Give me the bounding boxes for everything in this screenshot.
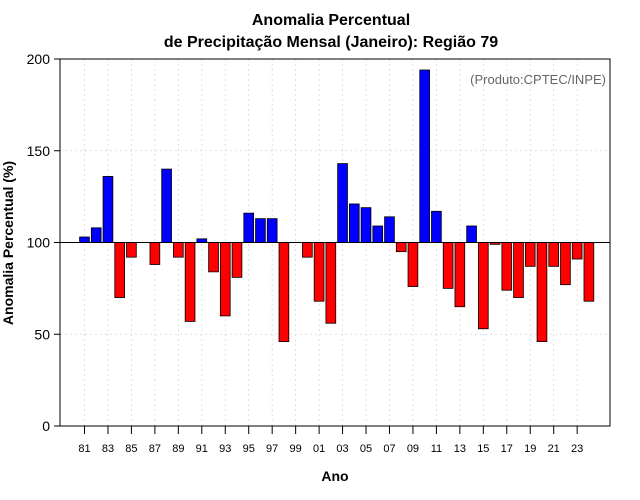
bar-2011 [431, 210, 442, 243]
bar-2024 [583, 242, 595, 302]
bar-2000 [302, 242, 313, 258]
x-axis: 81 83 85 87 89 91 93 95 97 99 01 03 05 07 09 11 13 15 17 19… [78, 426, 583, 455]
x-tick-label: 83 [102, 443, 114, 455]
bar-1996 [255, 218, 266, 243]
y-tick-label: 100 [27, 235, 51, 251]
bar-2002 [325, 242, 337, 324]
bar-1982 [90, 227, 102, 243]
x-tick-label: 89 [172, 443, 184, 455]
bar-1988 [161, 168, 172, 243]
bar-2012 [442, 242, 454, 289]
x-tick-label: 97 [266, 443, 278, 455]
bar-2005 [360, 207, 372, 243]
x-tick-label: 07 [383, 443, 395, 455]
bar-2003 [337, 163, 348, 243]
x-tick-label: 01 [313, 443, 325, 455]
x-tick-label: 13 [454, 443, 466, 455]
bar-1987 [149, 242, 161, 265]
x-tick-label: 19 [524, 443, 536, 455]
bar-2008 [395, 242, 407, 253]
x-tick-label: 95 [243, 443, 255, 455]
bar-1994 [231, 242, 243, 278]
y-tick-label: 50 [34, 326, 50, 342]
bar-1992 [208, 242, 219, 273]
bar-1983 [102, 176, 114, 243]
x-axis-label: Ano [321, 468, 348, 484]
y-tick-label: 200 [27, 51, 51, 67]
bar-1995 [243, 212, 255, 243]
bar-2007 [384, 216, 395, 243]
x-tick-label: 11 [431, 443, 442, 455]
x-tick-label: 99 [290, 443, 302, 455]
bar-1991 [196, 238, 208, 243]
x-tick-label: 03 [336, 443, 348, 455]
x-tick-label: 09 [407, 443, 419, 455]
bar-1985 [126, 242, 137, 258]
x-tick-label: 15 [477, 443, 489, 455]
x-tick-label: 85 [125, 443, 137, 455]
bar-2014 [466, 225, 477, 243]
bar-1981 [79, 236, 90, 243]
x-tick-label: 93 [219, 443, 231, 455]
bar-2009 [407, 242, 419, 287]
grid [60, 59, 610, 426]
x-tick-label: 05 [360, 443, 372, 455]
bar-2019 [524, 242, 536, 267]
bar-1993 [219, 242, 231, 317]
x-tick-label: 21 [548, 443, 560, 455]
y-tick-label: 0 [42, 418, 50, 434]
bar-1989 [173, 242, 184, 258]
bar-2022 [560, 242, 571, 286]
bar-2021 [548, 242, 559, 267]
bar-1984 [114, 242, 125, 298]
source-label: (Produto:CPTEC/INPE) [470, 72, 606, 87]
bar-2010 [419, 69, 430, 243]
bar-2004 [348, 203, 360, 243]
x-tick-label: 91 [196, 443, 208, 455]
bar-2015 [478, 242, 489, 330]
y-tick-label: 150 [27, 143, 51, 159]
bar-2006 [372, 225, 384, 243]
bar-2020 [536, 242, 548, 342]
bar-2013 [454, 242, 466, 308]
y-axis-label: Anomalia Percentual (%) [0, 161, 16, 325]
y-axis: 0 50 100 150 200 [27, 51, 60, 434]
x-tick-label: 81 [78, 443, 90, 455]
x-tick-label: 17 [501, 443, 513, 455]
chart-title: Anomalia Percentual [252, 12, 410, 29]
bar-2018 [513, 242, 524, 298]
x-tick-label: 87 [149, 443, 161, 455]
bar-2023 [571, 242, 583, 260]
bars [79, 69, 595, 342]
bar-1990 [184, 242, 196, 322]
bar-1997 [266, 218, 278, 243]
chart-subtitle: de Precipitação Mensal (Janeiro): Região… [164, 34, 498, 51]
bar-1998 [278, 242, 290, 342]
x-tick-label: 23 [571, 443, 583, 455]
bar-2001 [313, 242, 325, 302]
bar-2017 [501, 242, 513, 291]
